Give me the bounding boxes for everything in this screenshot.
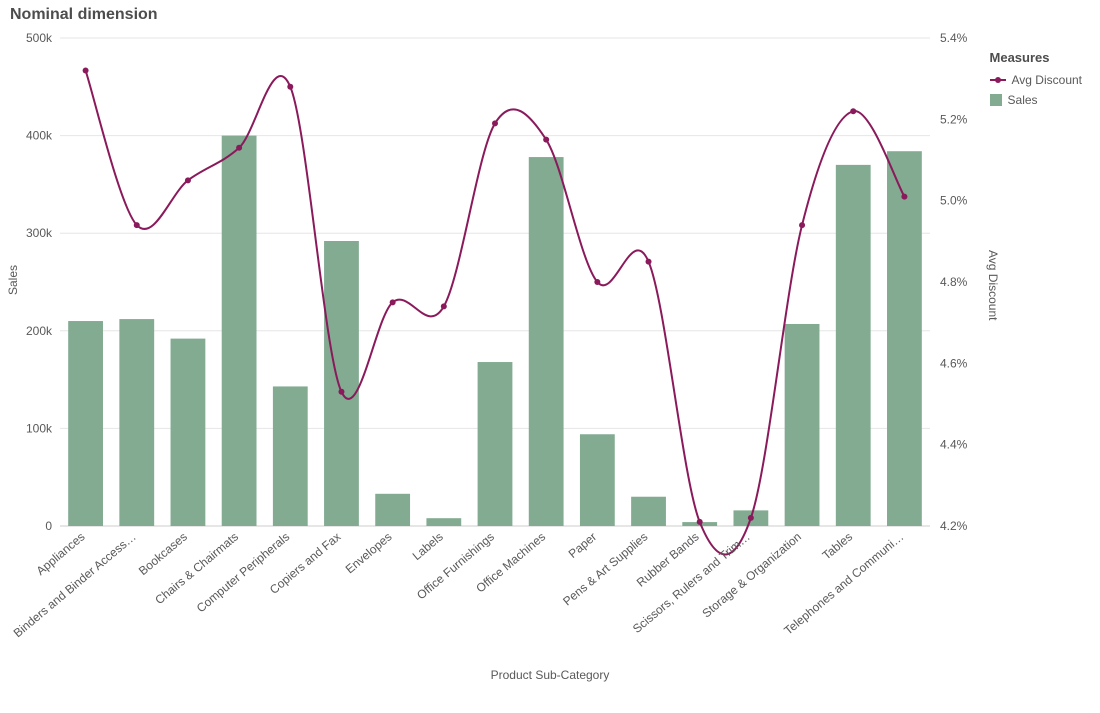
line-marker[interactable] [594, 279, 600, 285]
y-left-tick-label: 100k [26, 421, 53, 435]
bar[interactable] [222, 136, 257, 526]
y-right-tick-label: 4.8% [940, 275, 968, 289]
y-right-tick-label: 4.6% [940, 356, 968, 370]
chart-root: Nominal dimension Measures Avg Discount … [0, 0, 1100, 713]
y-right-tick-label: 5.2% [940, 112, 968, 126]
line-marker[interactable] [799, 222, 805, 228]
line-marker[interactable] [83, 68, 89, 74]
bar[interactable] [631, 497, 666, 526]
y-right-tick-label: 5.4% [940, 31, 968, 45]
bar[interactable] [478, 362, 513, 526]
bar[interactable] [375, 494, 410, 526]
y-left-tick-label: 0 [45, 519, 52, 533]
bar[interactable] [324, 241, 359, 526]
y-left-tick-label: 500k [26, 31, 53, 45]
bar[interactable] [119, 319, 154, 526]
line-marker[interactable] [646, 259, 652, 265]
x-tick-label: Tables [820, 530, 856, 563]
line-marker[interactable] [492, 120, 498, 126]
line-marker[interactable] [850, 108, 856, 114]
bar[interactable] [836, 165, 871, 526]
x-tick-label: Labels [410, 530, 446, 563]
y-right-tick-label: 4.2% [940, 519, 968, 533]
line-marker[interactable] [748, 515, 754, 521]
line-marker[interactable] [134, 222, 140, 228]
x-tick-label: Paper [566, 530, 600, 561]
x-tick-label: Envelopes [343, 530, 395, 577]
y-left-tick-label: 300k [26, 226, 53, 240]
y-left-tick-label: 400k [26, 129, 53, 143]
y-right-tick-label: 4.4% [940, 438, 968, 452]
x-tick-label: Storage & Organization [699, 530, 804, 621]
line-marker[interactable] [338, 389, 344, 395]
y-left-tick-label: 200k [26, 324, 53, 338]
line-marker[interactable] [390, 299, 396, 305]
bar[interactable] [68, 321, 103, 526]
bar[interactable] [171, 339, 206, 526]
bar[interactable] [580, 434, 615, 526]
y-right-tick-label: 5.0% [940, 194, 968, 208]
chart-canvas: 0 100k 200k 300k 400k 500k 4.2% 4.4% 4.6% 4.8% 5.0… [0, 0, 1100, 713]
line-marker[interactable] [697, 519, 703, 525]
x-tick-label: Computer Peripherals [194, 530, 292, 616]
line-marker[interactable] [236, 145, 242, 151]
bar[interactable] [785, 324, 820, 526]
line-marker[interactable] [543, 137, 549, 143]
line-marker[interactable] [287, 84, 293, 90]
line-marker[interactable] [441, 303, 447, 309]
line-marker[interactable] [901, 194, 907, 200]
line-marker[interactable] [185, 177, 191, 183]
bar[interactable] [273, 386, 308, 526]
x-tick-label: Pens & Art Supplies [560, 530, 650, 609]
bar[interactable] [426, 518, 461, 526]
bar[interactable] [529, 157, 564, 526]
bar[interactable] [887, 151, 922, 526]
